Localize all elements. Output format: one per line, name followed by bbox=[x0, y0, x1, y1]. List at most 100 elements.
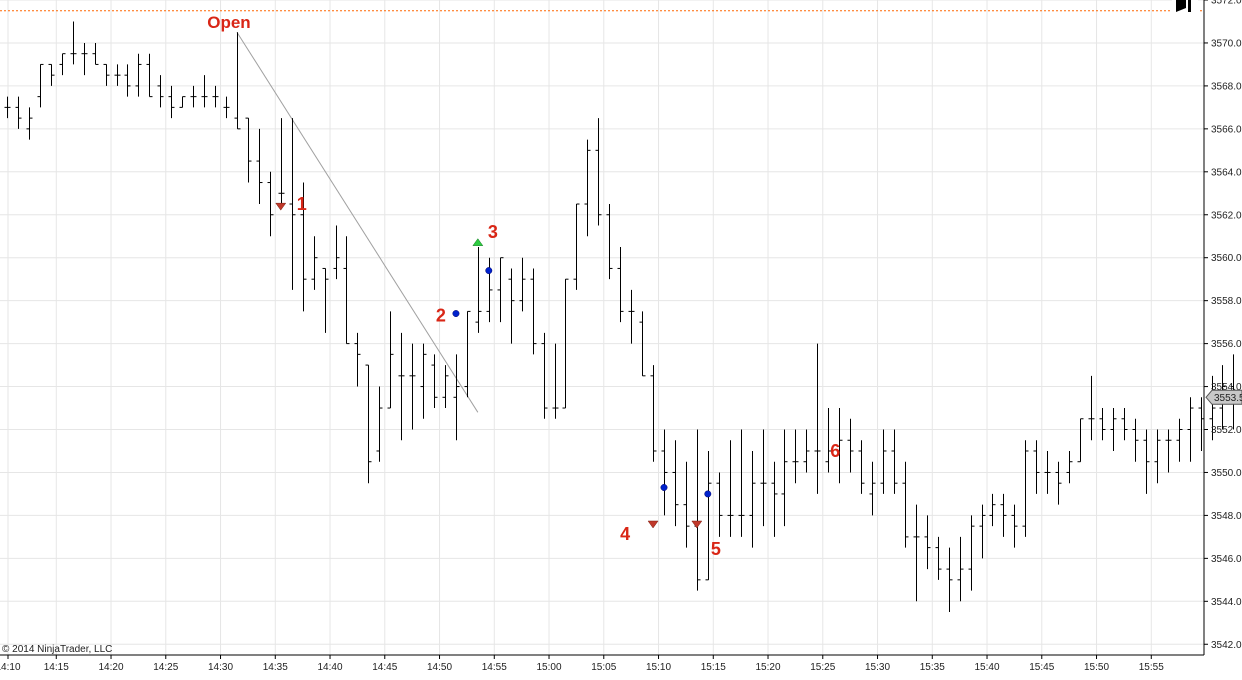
x-tick-label: 15:40 bbox=[975, 662, 1000, 673]
x-tick-label: 15:25 bbox=[810, 662, 835, 673]
ohlc-bar bbox=[672, 440, 679, 527]
ohlc-bar bbox=[957, 536, 964, 602]
ohlc-bar bbox=[552, 343, 559, 419]
ohlc-bar bbox=[530, 268, 537, 355]
ohlc-bar bbox=[508, 268, 515, 344]
y-tick-label: 3572.0 bbox=[1211, 0, 1242, 7]
ohlc-bar bbox=[617, 246, 624, 323]
y-tick-label: 3552.0 bbox=[1211, 425, 1242, 436]
ohlc-bar bbox=[464, 310, 471, 398]
ohlc-bar bbox=[606, 204, 613, 280]
ohlc-bar bbox=[1176, 418, 1183, 462]
ohlc-bar bbox=[1154, 429, 1161, 484]
y-tick-label: 3560.0 bbox=[1211, 253, 1242, 264]
ohlc-bar bbox=[989, 493, 996, 527]
ohlc-bar bbox=[497, 257, 504, 323]
ohlc-bar bbox=[4, 96, 11, 119]
ohlc-bar bbox=[1066, 450, 1073, 484]
ohlc-bar bbox=[705, 450, 712, 581]
ohlc-bar bbox=[223, 96, 230, 119]
ohlc-bar bbox=[1055, 461, 1062, 505]
trendline[interactable] bbox=[236, 31, 479, 413]
ohlc-bar bbox=[442, 365, 449, 409]
ohlc-bar bbox=[322, 267, 329, 333]
ohlc-bar bbox=[179, 96, 186, 108]
y-tick-label: 3544.0 bbox=[1211, 597, 1242, 608]
ohlc-bar bbox=[1022, 440, 1029, 537]
ohlc-bar bbox=[584, 139, 591, 237]
ohlc-bar bbox=[891, 429, 898, 494]
x-axis[interactable]: 14:10 14:15 14:20 14:25 14:30 14:35 14:40 14:45… bbox=[0, 654, 1204, 673]
ohlc-bar bbox=[420, 343, 427, 419]
ohlc-bar bbox=[212, 85, 219, 108]
annotation-label: 5 bbox=[711, 539, 721, 559]
ohlc-bar bbox=[365, 364, 372, 484]
ohlc-bar bbox=[146, 53, 153, 98]
ohlc-bar bbox=[946, 547, 953, 613]
trendline-segment bbox=[236, 31, 479, 413]
dot-marker bbox=[452, 310, 460, 317]
y-tick-label: 3548.0 bbox=[1211, 511, 1242, 522]
ohlc-bar bbox=[847, 418, 854, 473]
ohlc-bar bbox=[289, 118, 296, 290]
x-tick-label: 15:15 bbox=[701, 662, 726, 673]
sell-arrow-icon bbox=[275, 202, 287, 211]
ohlc-bar bbox=[234, 32, 241, 130]
annotation-label: 4 bbox=[620, 524, 630, 544]
ohlc-bar bbox=[409, 343, 416, 430]
x-tick-label: 14:20 bbox=[99, 662, 124, 673]
ohlc-bar bbox=[103, 63, 110, 86]
ohlc-bar bbox=[781, 429, 788, 527]
ohlc-bar bbox=[1099, 408, 1106, 441]
ohlc-bar bbox=[694, 429, 701, 591]
play-to-end-icon[interactable] bbox=[1172, 0, 1198, 12]
x-tick-label: 15:45 bbox=[1029, 662, 1054, 673]
ohlc-bar bbox=[924, 515, 931, 570]
ohlc-bar bbox=[398, 332, 405, 441]
ohlc-bar bbox=[387, 311, 394, 409]
ohlc-bar bbox=[37, 63, 44, 108]
trade-markers bbox=[275, 202, 712, 529]
ohlc-bar bbox=[1121, 408, 1128, 441]
x-tick-label: 14:45 bbox=[372, 662, 397, 673]
y-tick-label: 3570.0 bbox=[1211, 38, 1242, 49]
ohlc-bar bbox=[771, 461, 778, 537]
x-tick-label: 15:35 bbox=[920, 662, 945, 673]
ohlc-bar bbox=[376, 386, 383, 462]
ohlc-bar bbox=[354, 332, 361, 387]
annotation-label: 2 bbox=[436, 305, 446, 325]
y-tick-label: 3556.0 bbox=[1211, 339, 1242, 350]
ohlc-bar bbox=[1033, 440, 1040, 494]
ohlc-bar bbox=[1143, 429, 1150, 494]
x-tick-label: 14:25 bbox=[153, 662, 178, 673]
x-tick-label: 15:10 bbox=[646, 662, 671, 673]
ohlc-bar bbox=[727, 440, 734, 537]
ohlc-bar bbox=[683, 461, 690, 548]
ohlc-bar bbox=[92, 42, 99, 65]
ohlc-bar bbox=[135, 53, 142, 97]
ohlc-bar bbox=[1088, 375, 1095, 441]
annotation-label: 3 bbox=[488, 222, 498, 242]
ohlc-bar bbox=[114, 64, 121, 86]
x-tick-label: 15:05 bbox=[591, 662, 616, 673]
ohlc-bar bbox=[256, 128, 263, 205]
y-tick-label: 3564.0 bbox=[1211, 167, 1242, 178]
sell-arrow-icon bbox=[647, 520, 659, 529]
sell-arrow-icon bbox=[691, 520, 703, 529]
ohlc-bar bbox=[190, 85, 197, 108]
y-axis[interactable]: 3542.0 3544.0 3546.0 3548.0 3550.0 3552.0 3554… bbox=[1203, 0, 1242, 655]
x-tick-label: 15:50 bbox=[1084, 662, 1109, 673]
ohlc-bar bbox=[562, 278, 569, 409]
ohlc-bar bbox=[1209, 375, 1216, 441]
x-tick-label: 14:55 bbox=[482, 662, 507, 673]
ohlc-bar bbox=[913, 504, 920, 602]
ohlc-bar bbox=[650, 365, 657, 462]
ohlc-bar bbox=[1077, 418, 1084, 463]
ohlc-bar bbox=[749, 450, 756, 548]
ohlc-bar bbox=[1011, 504, 1018, 548]
ohlc-bar bbox=[935, 536, 942, 580]
ohlc-bar bbox=[311, 236, 318, 290]
ohlc-bar bbox=[431, 354, 438, 409]
